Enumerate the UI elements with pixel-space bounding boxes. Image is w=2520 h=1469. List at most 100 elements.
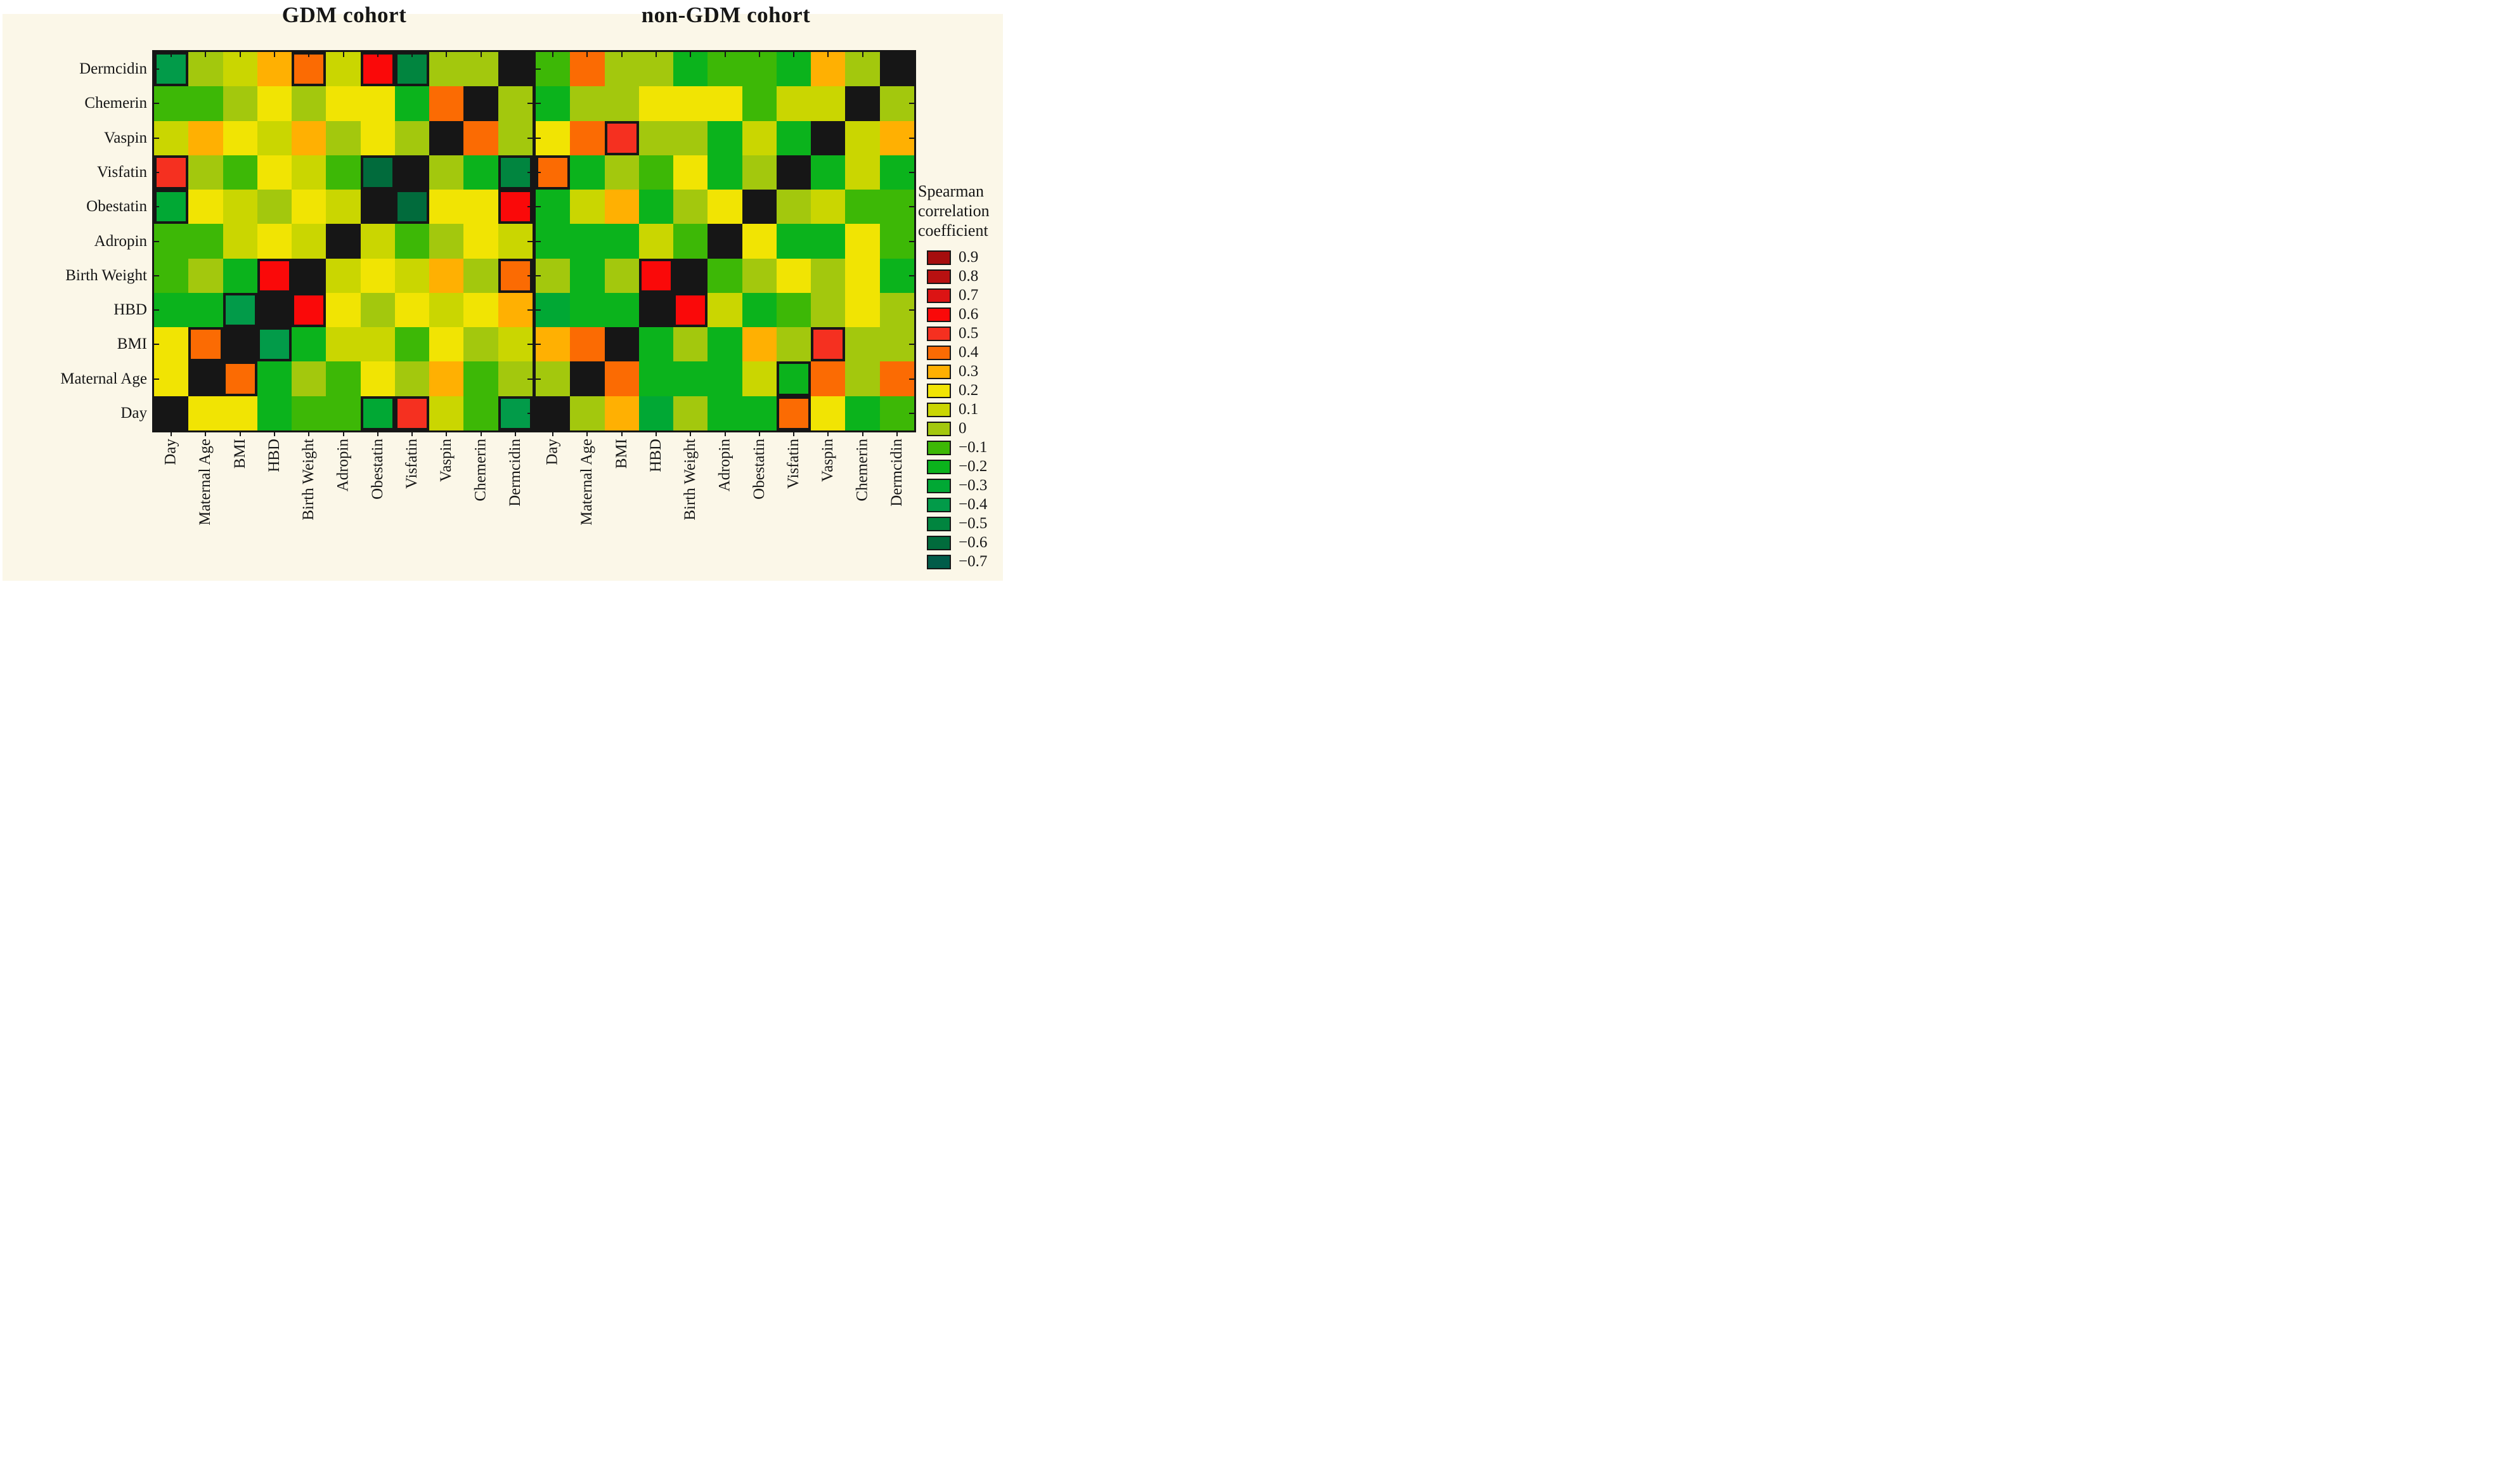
heatmap-cell-hbd-vs-birth-weight: [673, 293, 708, 327]
heatmap-cell-adropin-vs-visfatin: [777, 224, 811, 259]
row-label-hbd: HBD: [113, 301, 147, 318]
heatmap-cell-visfatin-vs-day: [536, 155, 570, 190]
heatmap-cell-obestatin-vs-birth-weight: [673, 190, 708, 224]
heatmap-cell-adropin-vs-bmi: [605, 224, 639, 259]
heatmap-cell-day-vs-chemerin: [463, 396, 498, 430]
legend-swatch-0.1: [927, 403, 951, 417]
heatmap-cell-hbd-vs-day: [154, 293, 188, 327]
heatmap-cell-birth-weight-vs-dermcidin: [880, 259, 914, 293]
heatmap-cell-maternal-age-vs-vaspin: [811, 361, 845, 396]
heatmap-cell-chemerin-vs-day: [154, 86, 188, 121]
heatmap-cell-obestatin-vs-chemerin: [845, 190, 880, 224]
heatmap-cell-obestatin-vs-vaspin: [429, 190, 463, 224]
heatmap-cell-maternal-age-vs-chemerin: [463, 361, 498, 396]
tick-bottom: [759, 432, 760, 436]
tick-bottom: [656, 432, 657, 436]
legend-label-neg0.7: −0.7: [959, 553, 988, 570]
row-label-day: Day: [120, 404, 147, 422]
heatmap-cell-obestatin-vs-day: [536, 190, 570, 224]
tick-top: [827, 52, 829, 57]
heatmap-cell-day-vs-day: [154, 396, 188, 430]
heatmap-cell-hbd-vs-birth-weight: [292, 293, 326, 327]
tick-top: [725, 52, 726, 57]
col-label-nongdm-dermcidin: Dermcidin: [888, 439, 905, 507]
heatmap-cell-vaspin-vs-day: [154, 121, 188, 155]
tick-left: [536, 241, 541, 242]
heatmap-cell-dermcidin-vs-adropin: [708, 52, 742, 86]
legend-swatch-0.8: [927, 269, 951, 284]
tick-bottom: [725, 432, 726, 436]
tick-left: [154, 344, 159, 345]
tick-right: [527, 309, 533, 311]
tick-left: [154, 275, 159, 276]
heatmap-cell-dermcidin-vs-visfatin: [395, 52, 429, 86]
heatmap-cell-day-vs-adropin: [326, 396, 361, 430]
tick-top: [274, 52, 275, 57]
heatmap-cell-chemerin-vs-dermcidin: [880, 86, 914, 121]
col-label-nongdm-hbd: HBD: [647, 439, 664, 472]
heatmap-cell-vaspin-vs-hbd: [639, 121, 673, 155]
legend-title: Spearman correlation coefficient: [918, 181, 990, 240]
legend-label-0.9: 0.9: [959, 249, 979, 266]
heatmap-cell-visfatin-vs-chemerin: [463, 155, 498, 190]
heatmap-cell-dermcidin-vs-bmi: [605, 52, 639, 86]
tick-left: [154, 379, 159, 380]
col-label-nongdm-obestatin: Obestatin: [751, 439, 768, 500]
heatmap-cell-hbd-vs-bmi: [223, 293, 257, 327]
heatmap-cell-day-vs-maternal-age: [570, 396, 605, 430]
heatmap-cell-obestatin-vs-obestatin: [361, 190, 395, 224]
heatmap-cell-chemerin-vs-visfatin: [777, 86, 811, 121]
heatmap-cell-visfatin-vs-vaspin: [811, 155, 845, 190]
heatmap-cell-day-vs-birth-weight: [292, 396, 326, 430]
heatmap-cell-dermcidin-vs-vaspin: [429, 52, 463, 86]
heatmap-cell-day-vs-hbd: [639, 396, 673, 430]
heatmap-cell-birth-weight-vs-birth-weight: [673, 259, 708, 293]
tick-bottom: [862, 432, 863, 436]
heatmap-cell-visfatin-vs-visfatin: [395, 155, 429, 190]
heatmap-cell-vaspin-vs-dermcidin: [880, 121, 914, 155]
tick-right: [527, 379, 533, 380]
heatmap-cell-visfatin-vs-dermcidin: [880, 155, 914, 190]
heatmap-cell-visfatin-vs-birth-weight: [292, 155, 326, 190]
tick-bottom: [793, 432, 794, 436]
tick-left: [154, 103, 159, 104]
legend-swatch-0.2: [927, 384, 951, 398]
tick-top: [515, 52, 516, 57]
heatmap-cell-chemerin-vs-hbd: [257, 86, 292, 121]
tick-bottom: [586, 432, 588, 436]
legend-label-0.2: 0.2: [959, 382, 979, 399]
heatmap-cell-vaspin-vs-chemerin: [463, 121, 498, 155]
legend-label-0.4: 0.4: [959, 344, 979, 361]
heatmap-cell-chemerin-vs-adropin: [708, 86, 742, 121]
tick-left: [154, 241, 159, 242]
heatmap-cell-chemerin-vs-maternal-age: [570, 86, 605, 121]
heatmap-cell-vaspin-vs-adropin: [708, 121, 742, 155]
tick-bottom: [274, 432, 275, 436]
heatmap-cell-bmi-vs-day: [154, 327, 188, 361]
heatmap-cell-visfatin-vs-chemerin: [845, 155, 880, 190]
heatmap-cell-bmi-vs-day: [536, 327, 570, 361]
tick-bottom: [446, 432, 447, 436]
heatmap-cell-hbd-vs-visfatin: [777, 293, 811, 327]
heatmap-cell-adropin-vs-birth-weight: [292, 224, 326, 259]
heatmap-cell-hbd-vs-vaspin: [429, 293, 463, 327]
heatmap-cell-bmi-vs-bmi: [605, 327, 639, 361]
tick-right: [909, 206, 914, 207]
tick-bottom: [205, 432, 206, 436]
heatmap-cell-obestatin-vs-visfatin: [777, 190, 811, 224]
heatmap-cell-birth-weight-vs-dermcidin: [498, 259, 533, 293]
heatmap-cell-chemerin-vs-maternal-age: [188, 86, 223, 121]
heatmap-cell-dermcidin-vs-day: [536, 52, 570, 86]
col-label-nongdm-bmi: BMI: [613, 439, 630, 469]
tick-bottom: [343, 432, 344, 436]
tick-left: [536, 413, 541, 414]
heatmap-cell-chemerin-vs-vaspin: [429, 86, 463, 121]
tick-bottom: [481, 432, 482, 436]
legend-title-line2: correlation: [918, 202, 990, 220]
heatmap-cell-obestatin-vs-adropin: [326, 190, 361, 224]
heatmap-cell-bmi-vs-maternal-age: [188, 327, 223, 361]
col-label-gdm-hbd: HBD: [266, 439, 283, 472]
heatmap-cell-obestatin-vs-dermcidin: [880, 190, 914, 224]
legend-label-0.6: 0.6: [959, 306, 979, 323]
heatmap-cell-bmi-vs-visfatin: [395, 327, 429, 361]
